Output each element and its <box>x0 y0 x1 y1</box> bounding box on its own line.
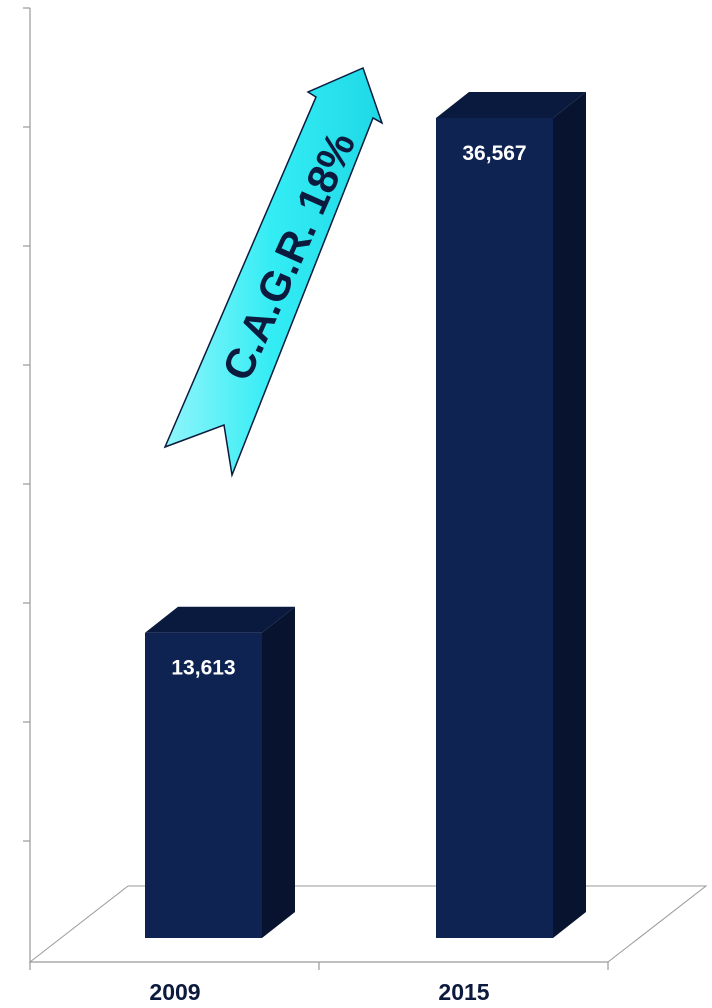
x-tick-label: 2009 <box>149 979 200 1005</box>
bar-side-face <box>553 91 586 938</box>
bar-top-face <box>145 606 295 633</box>
bar-front-face <box>436 117 553 938</box>
x-tick-label: 2015 <box>438 979 489 1005</box>
bar-top-face <box>436 91 586 118</box>
floor-outline <box>28 885 708 963</box>
bar-2015: 36,567 <box>436 91 586 938</box>
chart-floor <box>28 885 708 963</box>
bar-front-face <box>145 632 262 938</box>
cagr-annotation: C.A.G.R. 18% <box>163 66 384 478</box>
x-axis: 2009 2015 <box>29 961 609 1005</box>
bar-side-face <box>262 606 295 938</box>
bars: 13,613 36,567 <box>145 91 586 938</box>
cagr-arrow <box>163 66 384 478</box>
bar-value-label: 13,613 <box>171 657 235 680</box>
bar-2009: 13,613 <box>145 606 295 938</box>
y-axis <box>23 7 31 962</box>
bar-value-label: 36,567 <box>462 142 526 165</box>
